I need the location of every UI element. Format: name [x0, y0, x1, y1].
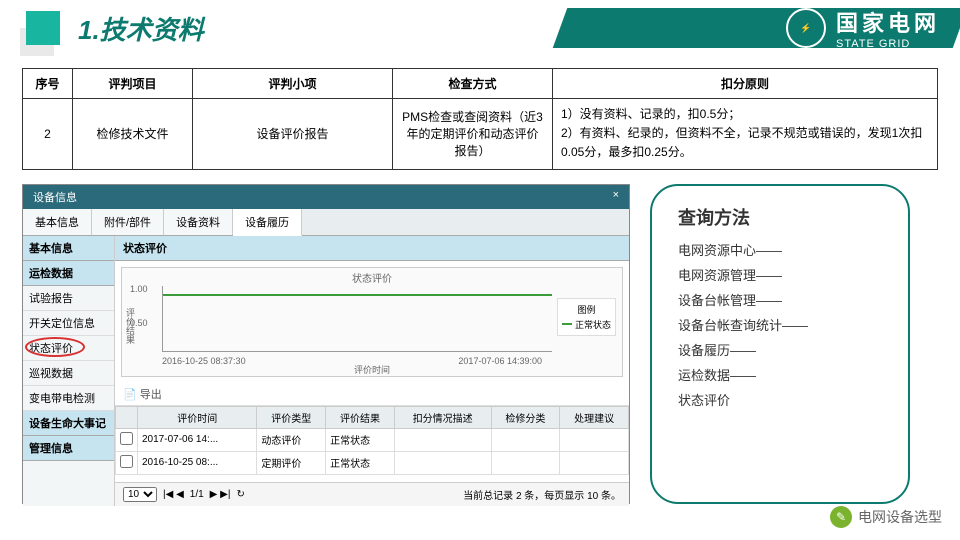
chart-x1: 2016-10-25 08:37:30: [162, 356, 246, 366]
chart-series-line: [163, 294, 552, 296]
gcol-type: 评价类型: [257, 406, 326, 428]
query-step: 电网资源管理——: [678, 265, 882, 284]
row-checkbox[interactable]: [120, 455, 133, 468]
side-item-test[interactable]: 试验报告: [23, 286, 114, 311]
panel-header: 状态评价: [115, 236, 629, 261]
chart-title: 状态评价: [122, 268, 622, 287]
grid-row[interactable]: 2017-07-06 14:...动态评价正常状态: [116, 428, 629, 451]
col-item: 评判项目: [73, 69, 193, 99]
query-step: 状态评价: [678, 390, 882, 409]
gcol-repair: 检修分类: [491, 406, 560, 428]
query-method-box: 查询方法 电网资源中心—— 电网资源管理—— 设备台帐管理—— 设备台帐查询统计…: [650, 184, 910, 504]
col-sub: 评判小项: [193, 69, 393, 99]
chart-plot: [162, 286, 552, 352]
query-step: 设备台帐查询统计——: [678, 315, 882, 334]
page-header: 1.技术资料 ⚡ 国家电网 STATE GRID: [0, 0, 960, 56]
brand-cn: 国家电网: [836, 6, 940, 38]
cell-rule: 1）没有资料、记录的，扣0.5分； 2）有资料、纪录的，但资料不全，记录不规范或…: [553, 99, 938, 170]
gcol-time: 评价时间: [138, 406, 257, 428]
cell-sub: 设备评价报告: [193, 99, 393, 170]
accent-square: [26, 11, 60, 45]
page-title: 1.技术资料: [78, 10, 204, 47]
side-nav: 基本信息 运检数据 试验报告 开关定位信息 状态评价 巡视数据 变电带电检测 设…: [23, 236, 115, 506]
gcol-suggest: 处理建议: [560, 406, 629, 428]
table-row: 2 检修技术文件 设备评价报告 PMS检查或查阅资料（近3年的定期评价和动态评价…: [23, 99, 938, 170]
tab-basic[interactable]: 基本信息: [23, 209, 92, 235]
cell-method: PMS检查或查阅资料（近3年的定期评价和动态评价报告）: [393, 99, 553, 170]
wechat-icon: ✎: [830, 506, 852, 528]
side-item-live[interactable]: 变电带电检测: [23, 386, 114, 411]
logo-icon: ⚡: [786, 8, 826, 48]
pager-refresh-icon[interactable]: ↻: [236, 489, 244, 500]
watermark-text: 电网设备选型: [858, 507, 942, 527]
legend-label: 正常状态: [575, 318, 611, 331]
query-step: 设备台帐管理——: [678, 290, 882, 309]
side-item-status-eval[interactable]: 状态评价: [23, 336, 114, 361]
side-group-mgmt[interactable]: 管理信息: [23, 436, 114, 461]
legend-title: 图例: [562, 303, 611, 316]
tab-docs[interactable]: 设备资料: [164, 209, 233, 235]
brand-en: STATE GRID: [836, 38, 940, 50]
row-checkbox[interactable]: [120, 432, 133, 445]
brand-area: ⚡ 国家电网 STATE GRID: [786, 0, 960, 56]
grid-row[interactable]: 2016-10-25 08:...定期评价正常状态: [116, 451, 629, 474]
watermark: ✎ 电网设备选型: [830, 506, 942, 528]
app-screenshot: 设备信息 × 基本信息 附件/部件 设备资料 设备履历 基本信息 运检数据 试验…: [22, 184, 630, 504]
gcol-deduct: 扣分情况描述: [394, 406, 491, 428]
close-icon[interactable]: ×: [613, 189, 619, 205]
tab-history[interactable]: 设备履历: [233, 209, 302, 236]
pager-summary: 当前总记录 2 条，每页显示 10 条。: [463, 487, 621, 502]
pager-page: 1/1: [190, 489, 204, 500]
pager: 10 |◀ ◀ 1/1 ▶ ▶| ↻ 当前总记录 2 条，每页显示 10 条。: [115, 482, 629, 506]
pager-prev-icon[interactable]: |◀ ◀: [163, 489, 184, 500]
top-tabs: 基本信息 附件/部件 设备资料 设备履历: [23, 209, 629, 236]
legend-swatch: [562, 323, 572, 325]
status-chart: 状态评价 1.00 0.50 评价结果 2016-10-25 08:37:30 …: [121, 267, 623, 377]
export-button[interactable]: 📄 导出: [115, 383, 629, 406]
query-step: 设备履历——: [678, 340, 882, 359]
window-titlebar: 设备信息 ×: [23, 185, 629, 209]
chart-ymax: 1.00: [130, 284, 148, 294]
criteria-table: 序号 评判项目 评判小项 检查方式 扣分原则 2 检修技术文件 设备评价报告 P…: [22, 68, 938, 170]
data-grid: 评价时间 评价类型 评价结果 扣分情况描述 检修分类 处理建议 2017-07-…: [115, 406, 629, 482]
chart-legend: 图例 正常状态: [557, 298, 616, 336]
chart-x2: 2017-07-06 14:39:00: [458, 356, 542, 366]
cell-seq: 2: [23, 99, 73, 170]
cell-item: 检修技术文件: [73, 99, 193, 170]
main-panel: 状态评价 状态评价 1.00 0.50 评价结果 2016-10-25 08:3…: [115, 236, 629, 506]
window-title: 设备信息: [33, 189, 77, 205]
side-group-basic[interactable]: 基本信息: [23, 236, 114, 261]
chart-ylabel: 评价结果: [124, 308, 137, 344]
page-size-select[interactable]: 10: [123, 487, 157, 502]
gcol-result: 评价结果: [326, 406, 395, 428]
col-method: 检查方式: [393, 69, 553, 99]
col-rule: 扣分原则: [553, 69, 938, 99]
brand-text: 国家电网 STATE GRID: [836, 6, 940, 50]
col-seq: 序号: [23, 69, 73, 99]
tab-parts[interactable]: 附件/部件: [92, 209, 164, 235]
side-group-life[interactable]: 设备生命大事记: [23, 411, 114, 436]
side-item-patrol[interactable]: 巡视数据: [23, 361, 114, 386]
chart-xlabel: 评价时间: [354, 363, 390, 376]
query-step: 运检数据——: [678, 365, 882, 384]
gcol-chk: [116, 406, 138, 428]
query-title: 查询方法: [678, 204, 882, 230]
pager-next-icon[interactable]: ▶ ▶|: [210, 489, 231, 500]
query-step: 电网资源中心——: [678, 240, 882, 259]
side-item-switch[interactable]: 开关定位信息: [23, 311, 114, 336]
side-group-ops[interactable]: 运检数据: [23, 261, 114, 286]
